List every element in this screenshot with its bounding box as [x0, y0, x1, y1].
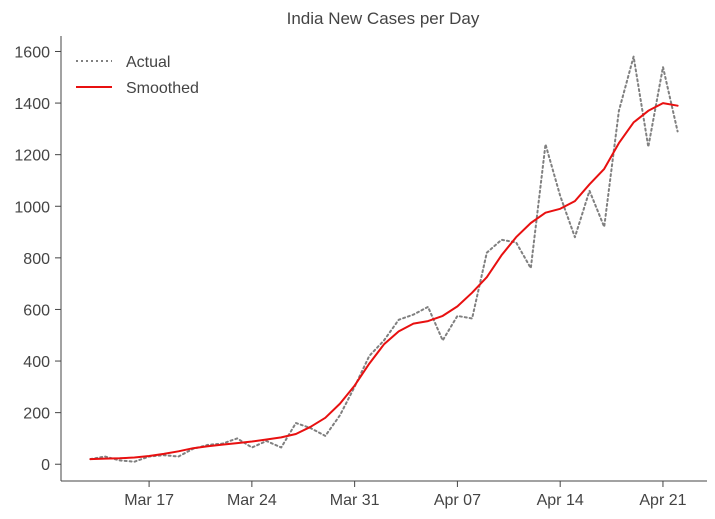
y-tick-label: 1000: [14, 199, 50, 216]
x-tick-label: Apr 21: [639, 492, 686, 509]
x-tick-label: Mar 17: [124, 492, 174, 509]
y-tick-label: 200: [23, 406, 50, 423]
series-line-smoothed: [89, 102, 679, 461]
legend-label-actual: Actual: [126, 54, 170, 71]
x-tick-label: Mar 31: [330, 492, 380, 509]
series-group: [89, 55, 679, 463]
chart-title: India New Cases per Day: [287, 9, 480, 28]
x-tick-label: Apr 07: [434, 492, 481, 509]
y-tick-label: 1200: [14, 148, 50, 165]
y-tick-label: 0: [41, 457, 50, 474]
x-tick-label: Apr 14: [537, 492, 584, 509]
series-line-actual: [89, 55, 679, 463]
legend: Actual Smoothed: [76, 54, 199, 97]
y-tick-label: 1400: [14, 96, 50, 113]
y-ticks: 0 200 400 600 800 1000 1200 1400 1600: [14, 44, 61, 474]
y-tick-label: 400: [23, 354, 50, 371]
y-tick-label: 800: [23, 251, 50, 268]
legend-label-smoothed: Smoothed: [126, 80, 199, 97]
y-tick-label: 1600: [14, 44, 50, 61]
x-ticks: Mar 17 Mar 24 Mar 31 Apr 07 Apr 14 Apr 21: [124, 481, 687, 509]
x-tick-label: Mar 24: [227, 492, 277, 509]
y-tick-label: 600: [23, 302, 50, 319]
